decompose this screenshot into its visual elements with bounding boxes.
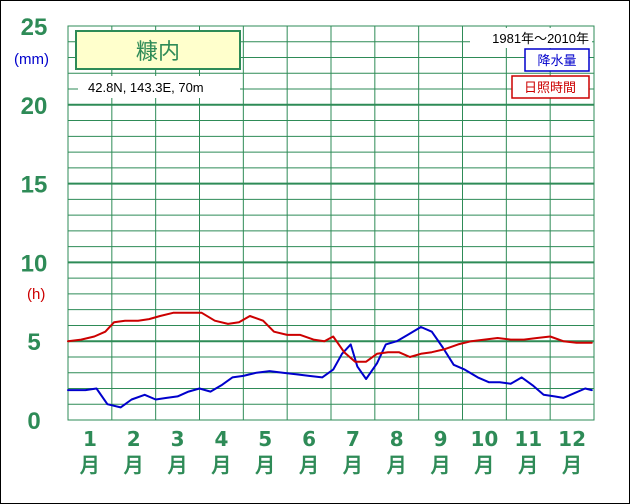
sunshine-unit-label: (h) <box>27 286 45 303</box>
x-tick-label: 2 <box>127 427 141 451</box>
period-bg <box>470 28 592 48</box>
series-line-sunshine <box>67 311 593 363</box>
precip-unit-label: (mm) <box>14 51 49 68</box>
period-label: 1981年～2010年 <box>492 31 589 46</box>
x-tick-label: 3 <box>171 427 185 451</box>
x-tick-suffix: 月 <box>79 453 100 477</box>
x-tick-suffix: 月 <box>561 453 582 477</box>
y-tick-labels: 0 5 10 15 20 25 <box>21 14 48 435</box>
x-tick-suffix: 月 <box>342 453 363 477</box>
series-lines <box>67 311 593 409</box>
legend-sunshine-box <box>511 75 590 99</box>
x-tick-label: 5 <box>258 427 272 451</box>
plot-border <box>67 25 595 421</box>
y-tick-label: 0 <box>27 408 40 435</box>
y-tick-label: 15 <box>21 172 48 199</box>
y-tick-label: 10 <box>21 250 48 277</box>
x-tick-label: 6 <box>302 427 316 451</box>
location-label: 42.8N, 143.3E, 70m <box>88 80 204 95</box>
x-tick-label: 12 <box>558 427 586 451</box>
legend-precip-box <box>524 48 590 72</box>
x-tick-label: 8 <box>390 427 404 451</box>
x-tick-suffix: 月 <box>298 453 319 477</box>
station-box <box>75 30 241 70</box>
x-tick-suffix: 月 <box>430 453 451 477</box>
x-tick-suffix: 月 <box>123 453 144 477</box>
x-tick-label: 11 <box>514 427 542 451</box>
legend-precip-label: 降水量 <box>537 54 576 69</box>
y-tick-label: 5 <box>27 329 40 356</box>
x-tick-label: 9 <box>434 427 448 451</box>
x-tick-label: 10 <box>470 427 498 451</box>
x-tick-label: 1 <box>83 427 97 451</box>
series-line-precipitation <box>67 326 593 409</box>
y-tick-label: 20 <box>21 93 48 120</box>
x-tick-suffix: 月 <box>254 453 275 477</box>
x-tick-label: 4 <box>214 427 228 451</box>
location-bg <box>78 76 240 98</box>
legend-sunshine-label: 日照時間 <box>524 81 576 96</box>
x-tick-suffix: 月 <box>210 453 231 477</box>
x-tick-suffix: 月 <box>167 453 188 477</box>
x-tick-suffix: 月 <box>473 453 494 477</box>
station-name: 糠内 <box>136 40 180 65</box>
y-tick-label: 25 <box>21 14 48 41</box>
x-tick-suffix: 月 <box>517 453 538 477</box>
x-tick-label: 7 <box>346 427 360 451</box>
x-tick-suffix: 月 <box>386 453 407 477</box>
